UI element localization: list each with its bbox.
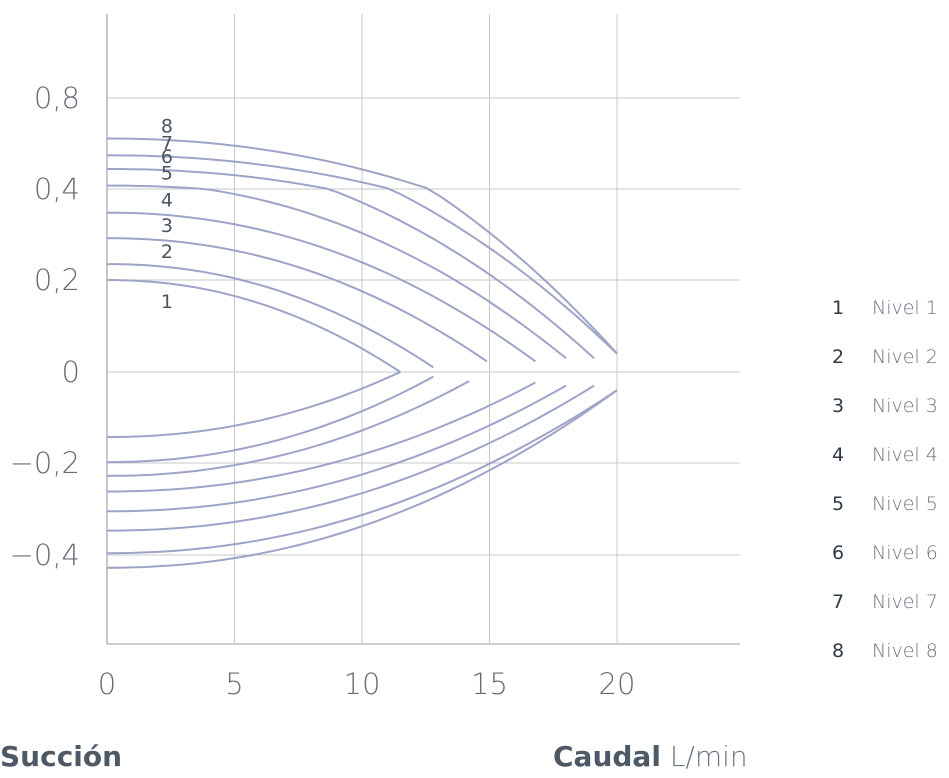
curve-lower-8 — [107, 389, 618, 569]
curve-lower-7 — [106, 389, 618, 555]
x-tick-label: 5 — [225, 667, 243, 701]
x-tick-label: 15 — [471, 667, 508, 701]
legend-number: 7 — [832, 590, 845, 613]
curve-label-1: 1 — [161, 291, 173, 313]
curve-label-7: 7 — [161, 132, 173, 154]
curve-upper-3 — [106, 237, 488, 363]
curve-label-4: 4 — [161, 190, 173, 212]
curve-label-8: 8 — [161, 115, 173, 137]
y-tick-label: −0,4 — [10, 538, 80, 572]
y-tick-label: 0,2 — [34, 263, 80, 297]
curve-upper-5 — [107, 184, 567, 359]
curve-label-2: 2 — [161, 241, 173, 263]
grid — [106, 14, 740, 645]
tick-labels: 0,80,40,20−0,2−0,40 5 10 15 20 — [10, 81, 636, 701]
curve-label-3: 3 — [161, 215, 173, 237]
legend-label: Nivel 1 — [872, 296, 938, 319]
legend-label: Nivel 5 — [872, 492, 938, 515]
legend-label: Nivel 3 — [872, 394, 938, 417]
curve-upper-7 — [106, 154, 618, 355]
legend-number: 4 — [832, 443, 845, 466]
flow-axis-label: Caudal L/min — [553, 740, 748, 773]
legend-item-1: 1 Nivel 1 — [832, 283, 938, 332]
x-tick-label: 20 — [599, 667, 636, 701]
legend-number: 1 — [832, 296, 845, 319]
curve-label-6: 6 — [161, 146, 173, 168]
curve-upper-1 — [107, 279, 401, 373]
legend-number: 5 — [832, 492, 845, 515]
curve-lower-3 — [106, 380, 470, 477]
x-tick-label: 0 — [98, 667, 116, 701]
legend-label: Nivel 6 — [872, 541, 938, 564]
flow-unit: L/min — [669, 740, 748, 773]
flow-label: Caudal — [553, 740, 661, 773]
y-tick-label: 0,4 — [34, 172, 80, 206]
legend-item-5: 5 Nivel 5 — [832, 479, 938, 528]
curve-upper-4 — [107, 211, 536, 363]
curves — [106, 137, 618, 569]
x-tick-label: 10 — [344, 667, 381, 701]
legend-label: Nivel 2 — [872, 345, 938, 368]
curve-lower-2 — [107, 375, 434, 464]
suction-label: Succión — [0, 740, 123, 773]
legend-item-4: 4 Nivel 4 — [832, 430, 938, 479]
legend-number: 2 — [832, 345, 845, 368]
curve-lower-6 — [107, 384, 595, 532]
legend-item-2: 2 Nivel 2 — [832, 332, 938, 381]
curve-lower-1 — [106, 371, 401, 439]
legend-label: Nivel 8 — [872, 639, 938, 662]
y-tick-label: −0,2 — [10, 446, 80, 480]
legend-item-8: 8 Nivel 8 — [832, 626, 938, 675]
legend-item-6: 6 Nivel 6 — [832, 528, 938, 577]
legend-item-7: 7 Nivel 7 — [832, 577, 938, 626]
legend-number: 3 — [832, 394, 845, 417]
curve-label-5: 5 — [161, 163, 173, 185]
legend-label: Nivel 4 — [872, 443, 938, 466]
legend-number: 6 — [832, 541, 845, 564]
y-tick-label: 0 — [62, 355, 80, 389]
legend-label: Nivel 7 — [872, 590, 938, 613]
legend-number: 8 — [832, 639, 845, 662]
curve-upper-2 — [107, 263, 434, 369]
legend: 1 Nivel 1 2 Nivel 2 3 Nivel 3 4 Nivel 4 5 Nivel 5… — [832, 283, 938, 675]
curve-upper-8 — [106, 137, 618, 355]
legend-item-3: 3 Nivel 3 — [832, 381, 938, 430]
curve-upper-6 — [107, 168, 595, 359]
curve-lower-4 — [107, 381, 536, 493]
y-tick-label: 0,8 — [34, 81, 80, 115]
curve-lower-5 — [106, 384, 567, 513]
